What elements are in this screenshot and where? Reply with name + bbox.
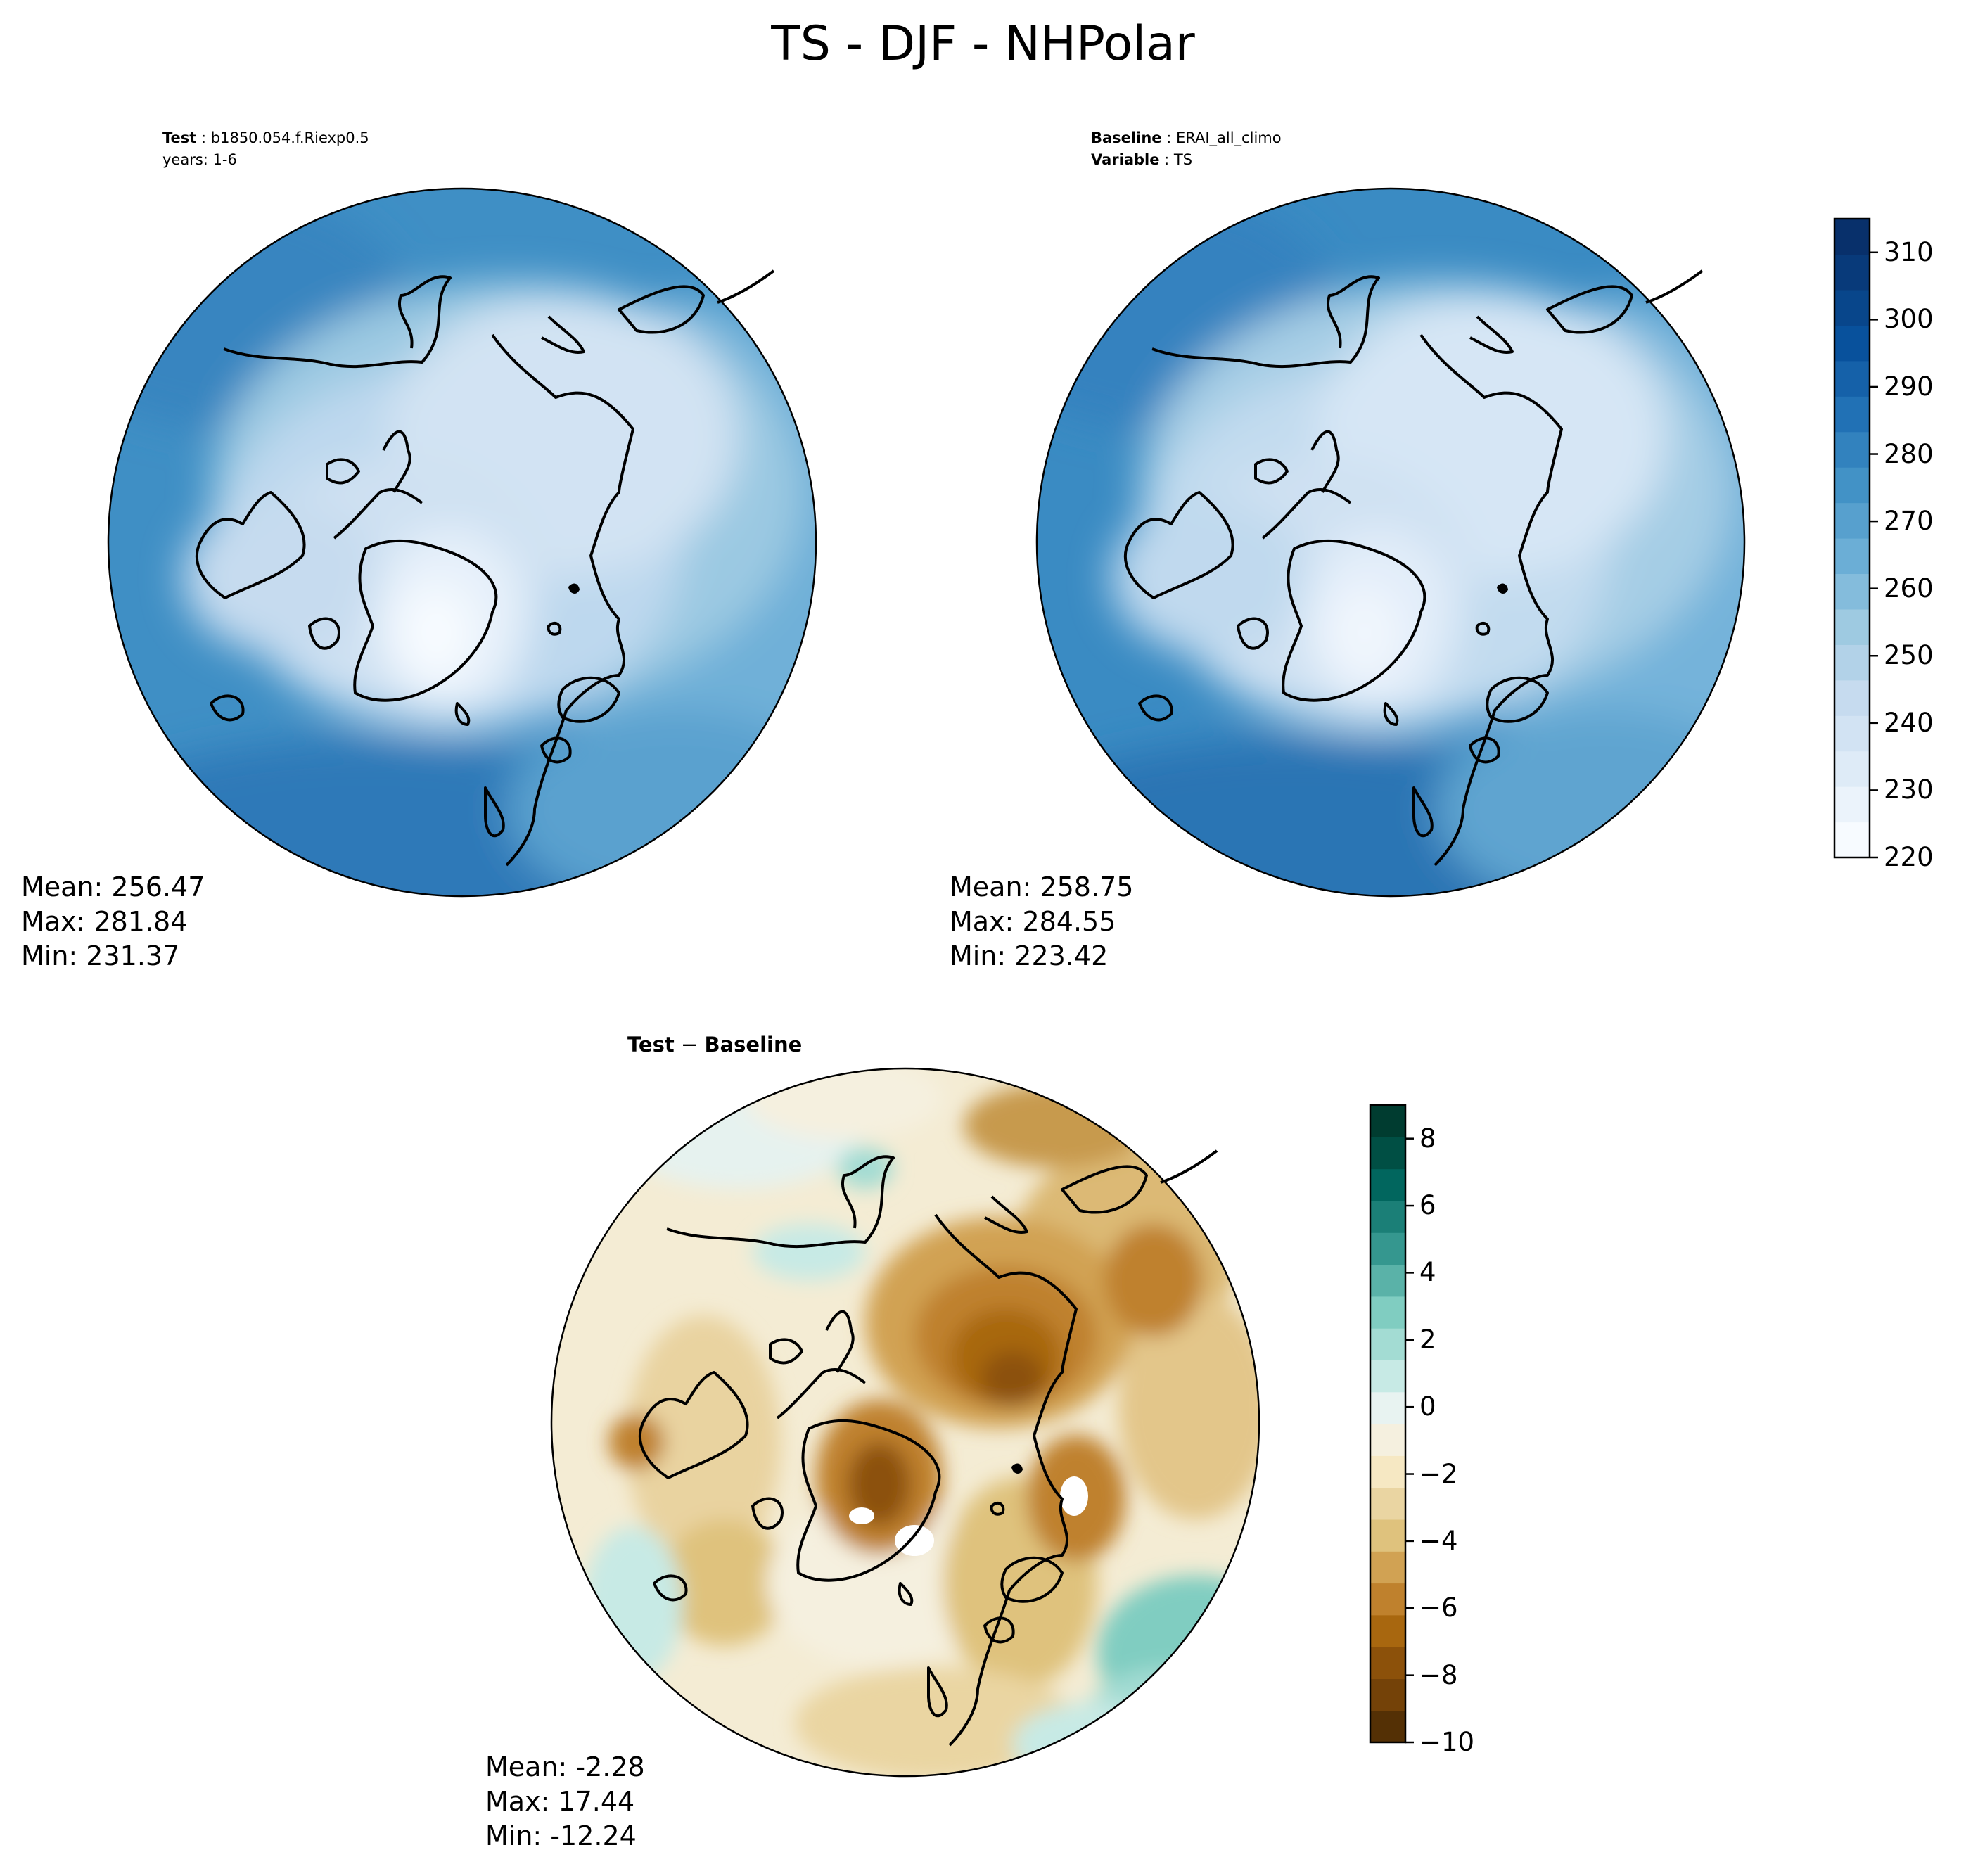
colorbar-swatch [1834,679,1870,716]
colorbar-swatch [1370,1487,1405,1520]
colorbar-swatch [1370,1168,1405,1201]
baseline-header: Baseline : ERAI_all_climo Variable : TS [1091,129,1282,168]
colorbar-swatch [1370,1424,1405,1456]
colorbar-swatch [1370,1137,1405,1170]
colorbar-swatch [1834,325,1870,362]
test-header: Test : b1850.054.f.Riexp0.5 years: 1-6 [162,129,369,168]
colorbar-swatch [1834,254,1870,291]
colorbar-tick-label: 8 [1419,1123,1436,1154]
baseline-min: Min: 223.42 [950,940,1109,971]
colorbar-tick-label: 300 [1884,304,1934,335]
colorbar-swatch [1834,751,1870,787]
colorbar-tick-label: 250 [1884,640,1934,671]
colorbar-swatch [1370,1647,1405,1679]
colorbar-swatch [1834,786,1870,823]
colorbar-swatch [1834,715,1870,752]
colorbar-swatch [1370,1678,1405,1711]
colorbar-tick-label: 260 [1884,573,1934,604]
colorbar-tick-label: 0 [1419,1391,1436,1422]
test-coastlines [196,269,775,867]
colorbar-swatch [1370,1232,1405,1265]
colorbar-tick-label: 6 [1419,1190,1436,1221]
colorbar-swatch [1834,538,1870,575]
colorbar-swatch [1370,1296,1405,1329]
baseline-stats: Mean: 258.75 Max: 284.55 Min: 223.42 [950,870,1133,974]
test-min: Min: 231.37 [21,940,180,971]
colorbar-swatch [1834,644,1870,681]
colorbar-swatch [1834,360,1870,397]
difference-map [550,1067,1260,1778]
colorbar-frame [1369,1104,1407,1744]
colorbar-tick-label: 220 [1884,842,1934,872]
diff-mean: Mean: -2.28 [485,1751,645,1782]
colorbar-swatch [1834,219,1870,255]
colorbar-swatch [1834,822,1870,858]
test-mean: Mean: 256.47 [21,872,205,902]
colorbar-tick-label: 310 [1884,236,1934,267]
colorbar-tick-label: −6 [1419,1593,1458,1623]
colorbar-swatch [1370,1105,1405,1137]
figure-title: TS - DJF - NHPolar [771,16,1195,72]
colorbar-swatch [1370,1710,1405,1743]
test-case-name: b1850.054.f.Riexp0.5 [210,129,369,146]
diff-stats: Mean: -2.28 Max: 17.44 Min: -12.24 [485,1750,645,1853]
colorbar-tick-label: −8 [1419,1659,1458,1690]
test-label: Test [162,129,197,146]
colorbar-swatch [1370,1455,1405,1488]
colorbar-swatch [1370,1360,1405,1393]
colorbar-swatch [1370,1391,1405,1424]
baseline-max: Max: 284.55 [950,906,1116,937]
test-max: Max: 281.84 [21,906,188,937]
diff-min: Min: -12.24 [485,1820,637,1851]
test-map [107,187,817,898]
colorbar-swatch [1370,1264,1405,1297]
colorbar-tick-label: 230 [1884,774,1934,805]
colorbar-swatch [1834,608,1870,645]
colorbar-tick-label: 270 [1884,506,1934,537]
diff-max: Max: 17.44 [485,1786,635,1817]
diff-panel-title: Test − Baseline [627,1033,802,1057]
colorbar-swatch [1370,1583,1405,1616]
variable-label: Variable [1091,151,1160,168]
baseline-label: Baseline [1091,129,1162,146]
test-stats: Mean: 256.47 Max: 281.84 Min: 231.37 [21,870,205,974]
colorbar-tick-label: 4 [1419,1257,1436,1288]
diff-title-baseline: Baseline [704,1033,803,1057]
colorbar-tick-label: −10 [1419,1727,1475,1757]
colorbar-swatch [1834,467,1870,504]
baseline-mean: Mean: 258.75 [950,872,1134,902]
baseline-coastlines [1124,269,1704,867]
colorbar-swatch [1834,573,1870,610]
difference-colorbar [1369,1104,1414,1744]
difference-coastlines [639,1149,1218,1747]
colorbar-swatch [1834,502,1870,539]
colorbar-tick-label: −2 [1419,1458,1458,1489]
colorbar-frame [1833,217,1871,859]
colorbar-tick-label: 280 [1884,438,1934,469]
baseline-case-name: ERAI_all_climo [1175,129,1282,146]
colorbar-tick-label: 240 [1884,707,1934,738]
variable-name: TS [1173,151,1193,168]
colorbar-swatch [1370,1551,1405,1584]
diff-title-test: Test [627,1033,675,1057]
colorbar-swatch [1370,1519,1405,1552]
absolute-colorbar [1833,217,1878,859]
colorbar-swatch [1834,431,1870,468]
colorbar-swatch [1370,1614,1405,1647]
colorbar-tick-label: 2 [1419,1324,1436,1355]
diff-title-minus: − [674,1033,705,1057]
colorbar-swatch [1834,289,1870,326]
test-years: years: 1-6 [162,151,237,168]
colorbar-swatch [1370,1200,1405,1233]
baseline-map [1035,187,1746,898]
colorbar-tick-label: 290 [1884,371,1934,402]
colorbar-tick-label: −4 [1419,1525,1458,1556]
colorbar-swatch [1370,1328,1405,1360]
colorbar-swatch [1834,396,1870,433]
